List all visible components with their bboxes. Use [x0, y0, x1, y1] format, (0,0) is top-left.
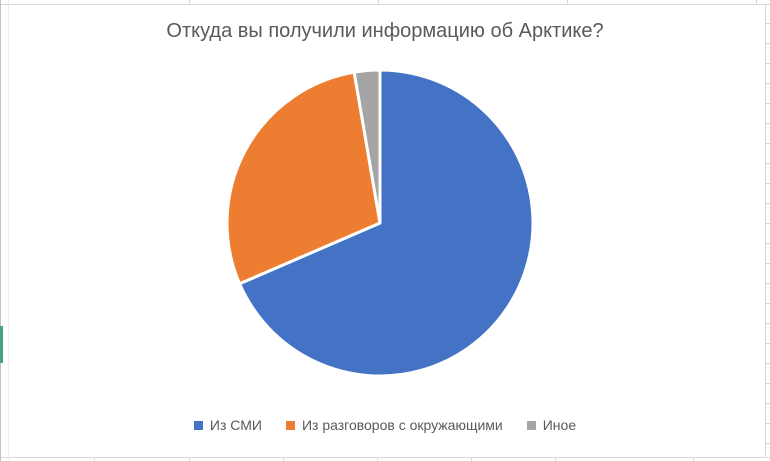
- column-gridline-tick: [283, 458, 284, 461]
- legend-item[interactable]: Иное: [526, 417, 577, 433]
- legend-marker: [193, 420, 203, 430]
- row-gridline-ticks: [766, 4, 770, 458]
- column-gridline-tick: [555, 458, 556, 461]
- column-gridline-tick: [189, 458, 190, 461]
- column-gridline-tick: [377, 458, 378, 461]
- column-gridline-tick: [471, 458, 472, 461]
- legend-label: Из разговоров с окружающими: [301, 417, 503, 433]
- gridline-right: [765, 4, 766, 458]
- legend-item[interactable]: Из разговоров с окружающими: [285, 417, 503, 433]
- legend-marker: [526, 420, 536, 430]
- pie-slice-3[interactable]: [352, 68, 382, 225]
- pie-slice-2[interactable]: [225, 70, 382, 286]
- legend-marker: [285, 420, 295, 430]
- column-gridline-tick: [94, 458, 95, 461]
- gridline-left-outer: [0, 0, 1, 461]
- gridline-bottom: [0, 457, 770, 458]
- chart-legend: Из СМИ Из разговоров с окружающими Иное: [0, 415, 770, 435]
- column-gridline-tick: [189, 0, 190, 4]
- pie-slice-1[interactable]: [238, 68, 535, 378]
- left-edge-green-artifact: [0, 326, 3, 363]
- column-gridline-tick: [378, 0, 379, 4]
- column-gridline-tick: [756, 0, 757, 4]
- column-gridline-tick: [567, 0, 568, 4]
- gridline-top: [0, 4, 770, 5]
- column-gridline-tick: [693, 458, 694, 461]
- legend-item[interactable]: Из СМИ: [193, 417, 262, 433]
- legend-label: Иное: [542, 417, 577, 433]
- chart-title[interactable]: Откуда вы получили информацию об Арктике…: [166, 20, 604, 42]
- gridline-left-inner: [8, 0, 9, 461]
- legend-label: Из СМИ: [209, 417, 262, 433]
